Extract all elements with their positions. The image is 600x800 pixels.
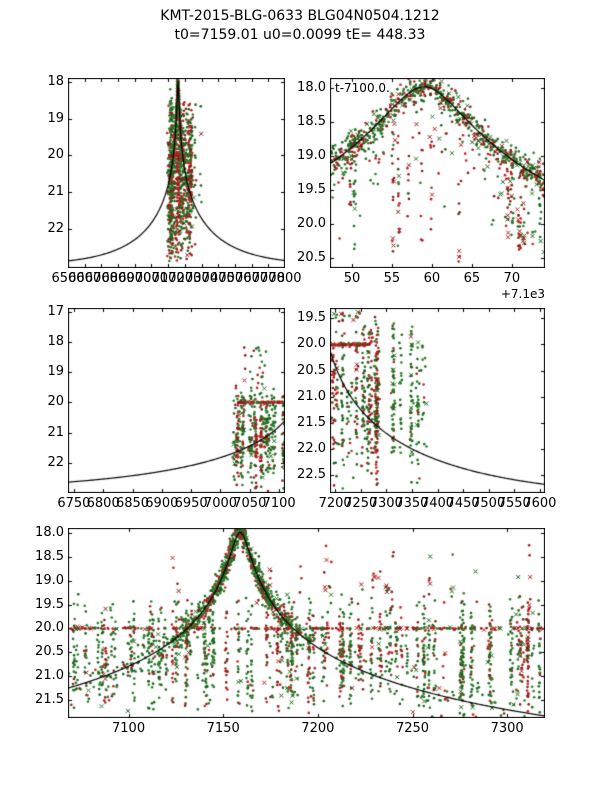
y-tick-label: 21.5 [35, 691, 64, 707]
x-tick-label: 70 [503, 271, 521, 286]
y-tick-label: 21 [47, 424, 64, 440]
y-tick-label: 20 [47, 147, 64, 163]
y-tick-label: 19 [47, 110, 64, 126]
x-tick-label: 6500 [51, 271, 85, 286]
x-tick-label: 6950 [174, 496, 208, 511]
y-tick-label: 19.5 [297, 181, 326, 197]
y-tick-label: 19.5 [297, 310, 326, 326]
panel-top-right [330, 78, 545, 268]
panel-mid-right [330, 308, 545, 493]
y-tick-label: 18 [47, 73, 64, 89]
x-tick-label: 7800 [268, 271, 302, 286]
y-tick-label: 18.5 [35, 548, 64, 564]
scatter-canvas-mid-left [68, 308, 285, 493]
x-tick-label: 7000 [134, 271, 168, 286]
y-tick-label: 21.5 [297, 414, 326, 430]
scatter-canvas-top-left [68, 78, 285, 268]
scatter-canvas-mid-right [330, 308, 545, 493]
chart-subtitle: t0=7159.01 u0=0.0099 tE= 448.33 [174, 27, 426, 43]
x-tick-label: 7600 [523, 496, 557, 511]
y-tick-label: 20.0 [297, 215, 326, 231]
y-tick-label: 19 [47, 364, 64, 380]
x-tick-label: 50 [343, 271, 361, 286]
x-tick-label: 6800 [101, 271, 135, 286]
x-tick-label: 7400 [201, 271, 235, 286]
x-tick-label: 7300 [369, 496, 403, 511]
y-tick-label: 20.0 [35, 620, 64, 636]
x-tick-label: 7300 [490, 721, 524, 736]
x-tick-label: 7300 [184, 271, 219, 286]
y-tick-label: 18 [47, 334, 64, 350]
y-tick-label: 20 [47, 394, 64, 410]
y-tick-label: 22 [47, 454, 64, 470]
x-tick-label: 6600 [68, 271, 102, 286]
x-tick-label: 7000 [203, 496, 238, 511]
x-tick-label: 6700 [84, 271, 118, 286]
x-tick-label: 6850 [115, 496, 150, 511]
y-tick-label: 17 [47, 303, 64, 319]
x-tick-label: 7250 [344, 496, 378, 511]
x-tick-label: 7450 [446, 496, 480, 511]
x-tick-label: 7100 [112, 721, 146, 736]
x-tick-label: 7200 [301, 721, 335, 736]
y-tick-label: 21 [47, 184, 64, 200]
panel-bottom [68, 528, 545, 718]
scatter-canvas-bottom [68, 528, 545, 718]
x-tick-label: 7200 [318, 496, 352, 511]
x-tick-label: 6750 [57, 496, 91, 511]
x-tick-label: 7100 [151, 271, 185, 286]
y-tick-label: 22.5 [297, 466, 326, 482]
x-tick-label: 60 [423, 271, 441, 286]
y-tick-label: 21.0 [297, 388, 326, 404]
y-tick-label: 20.5 [35, 644, 64, 660]
y-tick-label: 18.0 [297, 79, 326, 95]
chart-title: KMT-2015-BLG-0633 BLG04N0504.1212 [160, 8, 440, 24]
x-tick-label: 7350 [395, 496, 429, 511]
y-tick-label: 19.5 [35, 596, 64, 612]
x-tick-label: 7250 [395, 721, 430, 736]
panel-mid-left [68, 308, 285, 493]
x-tick-label: 7550 [497, 496, 531, 511]
y-tick-label: 22 [47, 221, 64, 237]
x-tick-label: 55 [383, 271, 401, 286]
x-tick-label: 7150 [206, 721, 240, 736]
x-tick-label: 6900 [118, 271, 152, 286]
y-tick-label: 19.0 [297, 147, 326, 163]
x-tick-label: 7600 [235, 271, 269, 286]
x-tick-label: 7400 [420, 496, 455, 511]
panel-top-left [68, 78, 285, 268]
x-tick-label: 7500 [472, 496, 506, 511]
y-tick-label: 20.5 [297, 249, 326, 265]
scatter-canvas-top-right [330, 78, 545, 268]
y-tick-label: 22.0 [297, 440, 326, 456]
x-tick-label: 7050 [233, 496, 267, 511]
y-tick-label: 18.0 [35, 525, 64, 540]
x-tick-label: 6900 [145, 496, 179, 511]
y-tick-label: 21.0 [35, 668, 64, 684]
y-tick-label: 19.0 [35, 572, 64, 588]
x-tick-label: 7500 [218, 271, 252, 286]
y-tick-label: 18.5 [297, 113, 326, 129]
x-tick-label: 7700 [251, 271, 285, 286]
x-tick-label: 7100 [262, 496, 296, 511]
x-tick-label: 65 [463, 271, 481, 286]
panel-annotation: t-7100.0. [335, 81, 390, 95]
y-tick-label: 20.5 [297, 362, 326, 378]
y-tick-label: 20.0 [297, 336, 326, 352]
x-axis-offset-label: +7.1e3 [500, 287, 545, 301]
x-tick-label: 6800 [86, 496, 120, 511]
x-tick-label: 7200 [168, 271, 202, 286]
